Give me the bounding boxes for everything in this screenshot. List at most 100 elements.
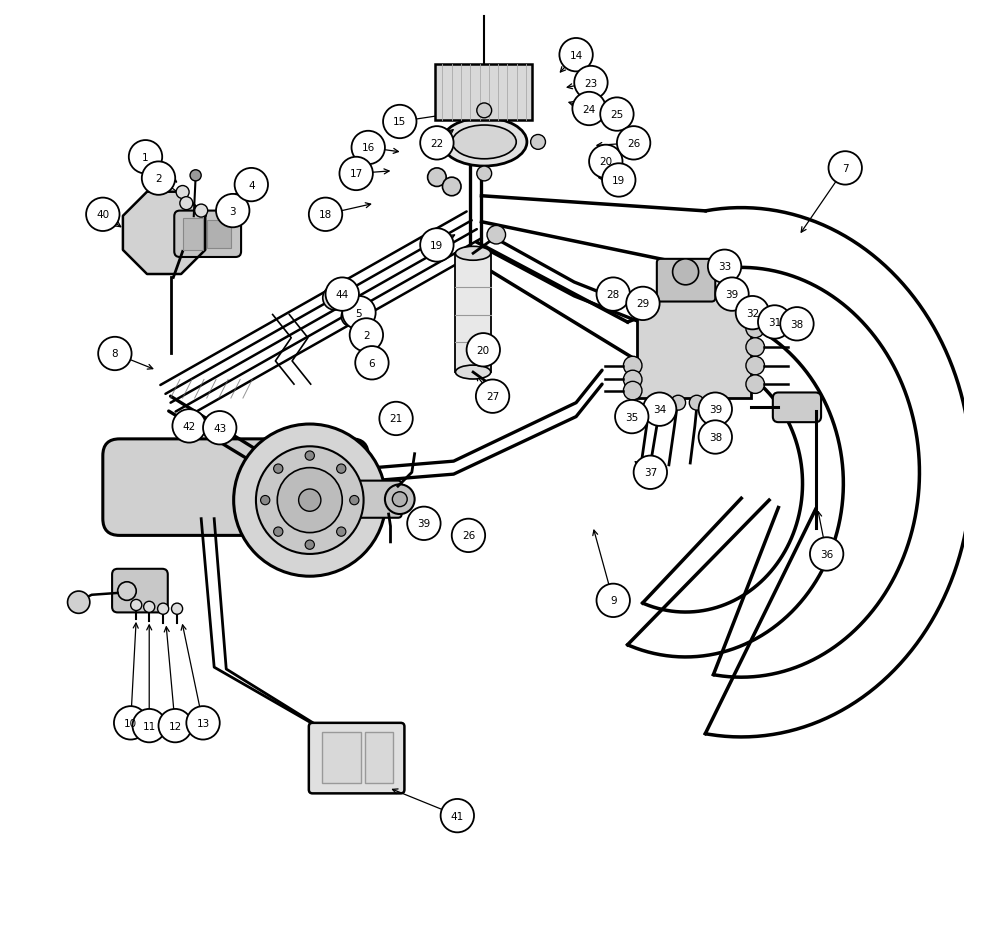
- Circle shape: [355, 347, 389, 380]
- Circle shape: [689, 396, 704, 411]
- Ellipse shape: [442, 119, 527, 167]
- Circle shape: [158, 603, 169, 615]
- Circle shape: [256, 447, 364, 554]
- FancyBboxPatch shape: [322, 732, 361, 783]
- Text: 27: 27: [486, 392, 499, 401]
- Circle shape: [118, 582, 136, 601]
- Text: 19: 19: [612, 176, 625, 185]
- Circle shape: [597, 278, 630, 311]
- Text: 39: 39: [709, 405, 722, 414]
- Circle shape: [589, 146, 622, 179]
- Circle shape: [420, 127, 454, 160]
- Text: 43: 43: [213, 424, 226, 433]
- Circle shape: [487, 382, 506, 400]
- Text: 38: 38: [709, 433, 722, 442]
- Text: 29: 29: [636, 299, 650, 309]
- Text: 11: 11: [143, 721, 156, 730]
- Circle shape: [342, 297, 376, 330]
- Circle shape: [203, 412, 236, 445]
- FancyBboxPatch shape: [455, 254, 491, 373]
- Circle shape: [452, 519, 485, 552]
- Circle shape: [323, 286, 347, 311]
- Circle shape: [467, 334, 500, 367]
- Circle shape: [652, 396, 667, 411]
- Text: 4: 4: [248, 181, 255, 190]
- Circle shape: [172, 410, 206, 443]
- Circle shape: [171, 603, 183, 615]
- Circle shape: [274, 464, 283, 474]
- Circle shape: [305, 540, 314, 550]
- Circle shape: [699, 393, 732, 426]
- Text: 34: 34: [653, 405, 666, 414]
- Text: 31: 31: [768, 318, 781, 327]
- Text: 2: 2: [363, 331, 370, 340]
- Text: 3: 3: [229, 207, 236, 216]
- Text: 18: 18: [319, 210, 332, 220]
- FancyBboxPatch shape: [435, 65, 532, 121]
- Text: 23: 23: [584, 79, 598, 88]
- Circle shape: [339, 158, 373, 191]
- FancyBboxPatch shape: [103, 439, 368, 536]
- Circle shape: [829, 152, 862, 185]
- FancyBboxPatch shape: [174, 211, 241, 258]
- Text: 28: 28: [607, 290, 620, 299]
- Text: 20: 20: [599, 158, 612, 167]
- Circle shape: [746, 375, 764, 394]
- Circle shape: [615, 400, 648, 434]
- Circle shape: [442, 178, 461, 197]
- Text: 13: 13: [196, 718, 210, 728]
- Circle shape: [326, 278, 359, 311]
- Circle shape: [746, 320, 764, 338]
- Circle shape: [746, 357, 764, 375]
- Text: 16: 16: [362, 144, 375, 153]
- Circle shape: [186, 706, 220, 740]
- Circle shape: [671, 396, 686, 411]
- Text: 37: 37: [644, 468, 657, 477]
- Polygon shape: [123, 193, 205, 274]
- Circle shape: [634, 456, 667, 489]
- Text: 10: 10: [124, 718, 137, 728]
- Circle shape: [626, 287, 660, 321]
- Text: 33: 33: [718, 262, 731, 272]
- Circle shape: [131, 600, 142, 611]
- Circle shape: [176, 186, 189, 199]
- Circle shape: [357, 327, 374, 344]
- Circle shape: [673, 260, 699, 286]
- Circle shape: [341, 307, 362, 327]
- Circle shape: [379, 402, 413, 436]
- Circle shape: [617, 127, 650, 160]
- Circle shape: [234, 425, 386, 577]
- Circle shape: [216, 195, 249, 228]
- Text: 44: 44: [336, 290, 349, 299]
- Text: 26: 26: [627, 139, 640, 148]
- Text: 12: 12: [169, 721, 182, 730]
- FancyBboxPatch shape: [309, 723, 404, 794]
- Circle shape: [746, 338, 764, 357]
- Text: 35: 35: [625, 413, 638, 422]
- Circle shape: [86, 198, 120, 232]
- Text: 39: 39: [725, 290, 739, 299]
- Text: 9: 9: [610, 596, 617, 605]
- Circle shape: [277, 468, 342, 533]
- Text: 7: 7: [842, 164, 849, 173]
- Ellipse shape: [452, 126, 516, 159]
- FancyBboxPatch shape: [112, 569, 168, 613]
- Circle shape: [350, 496, 359, 505]
- Circle shape: [477, 167, 492, 182]
- Circle shape: [261, 496, 270, 505]
- Circle shape: [190, 171, 201, 182]
- Circle shape: [623, 382, 642, 400]
- Text: 2: 2: [155, 174, 162, 184]
- Circle shape: [350, 319, 383, 352]
- FancyBboxPatch shape: [207, 221, 231, 248]
- FancyBboxPatch shape: [355, 481, 402, 518]
- Circle shape: [531, 135, 545, 150]
- Circle shape: [428, 169, 446, 187]
- Text: 24: 24: [582, 105, 596, 114]
- Circle shape: [114, 706, 147, 740]
- FancyBboxPatch shape: [365, 732, 393, 783]
- Circle shape: [305, 451, 314, 461]
- Circle shape: [309, 198, 342, 232]
- Circle shape: [385, 485, 415, 514]
- FancyBboxPatch shape: [657, 260, 715, 302]
